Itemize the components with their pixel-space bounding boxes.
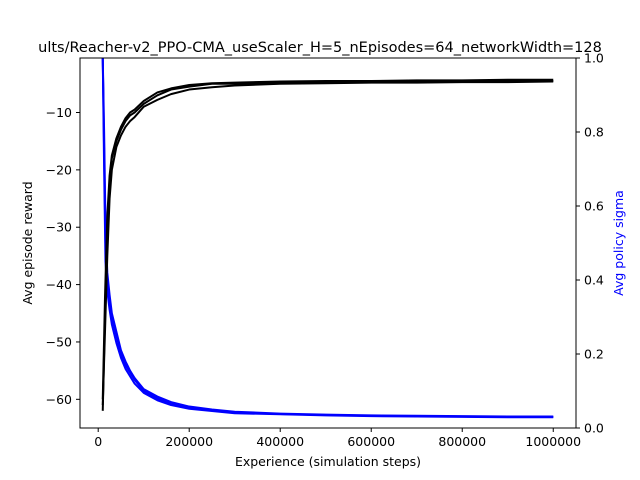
x-tick-label: 600000 bbox=[347, 434, 395, 449]
x-tick-label: 400000 bbox=[256, 434, 304, 449]
y2-tick-label: 0.2 bbox=[584, 347, 604, 362]
y2-tick-label: 1.0 bbox=[584, 51, 604, 66]
sigma-line-2 bbox=[101, 58, 554, 419]
y-axis-ticks: −10 −20 −30 −40 −50 −60 bbox=[46, 105, 80, 407]
x-tick-label: 200000 bbox=[165, 434, 213, 449]
reward-line-2 bbox=[101, 80, 554, 406]
y2-axis-ticks: 0.0 0.2 0.4 0.6 0.8 1.0 bbox=[576, 51, 604, 436]
reward-line-3 bbox=[101, 78, 554, 400]
y-tick-label: −60 bbox=[46, 392, 72, 407]
y-tick-label: −50 bbox=[46, 334, 72, 349]
plot-frame bbox=[79, 57, 577, 429]
y-tick-label: −20 bbox=[46, 162, 72, 177]
x-axis-ticks: 0 200000 400000 600000 800000 1000000 bbox=[94, 428, 581, 449]
y2-tick-label: 0.6 bbox=[584, 199, 604, 214]
y2-tick-label: 0.8 bbox=[584, 125, 604, 140]
y-axis-title: Avg episode reward bbox=[20, 181, 35, 304]
y-tick-label: −10 bbox=[46, 105, 72, 120]
plot-area bbox=[101, 58, 554, 419]
x-tick-label: 1000000 bbox=[525, 434, 581, 449]
sigma-line-1 bbox=[101, 58, 554, 418]
sigma-line-3 bbox=[101, 58, 554, 418]
x-axis-title: Experience (simulation steps) bbox=[235, 454, 421, 469]
y2-tick-label: 0.4 bbox=[584, 273, 604, 288]
x-tick-label: 800000 bbox=[438, 434, 486, 449]
y2-axis-title: Avg policy sigma bbox=[611, 190, 626, 296]
y2-tick-label: 0.0 bbox=[584, 421, 604, 436]
y-tick-label: −30 bbox=[46, 220, 72, 235]
reward-line-1 bbox=[101, 79, 554, 411]
y-tick-label: −40 bbox=[46, 277, 72, 292]
x-tick-label: 0 bbox=[94, 434, 102, 449]
chart-title: ults/Reacher-v2_PPO-CMA_useScaler_H=5_nE… bbox=[38, 40, 602, 56]
